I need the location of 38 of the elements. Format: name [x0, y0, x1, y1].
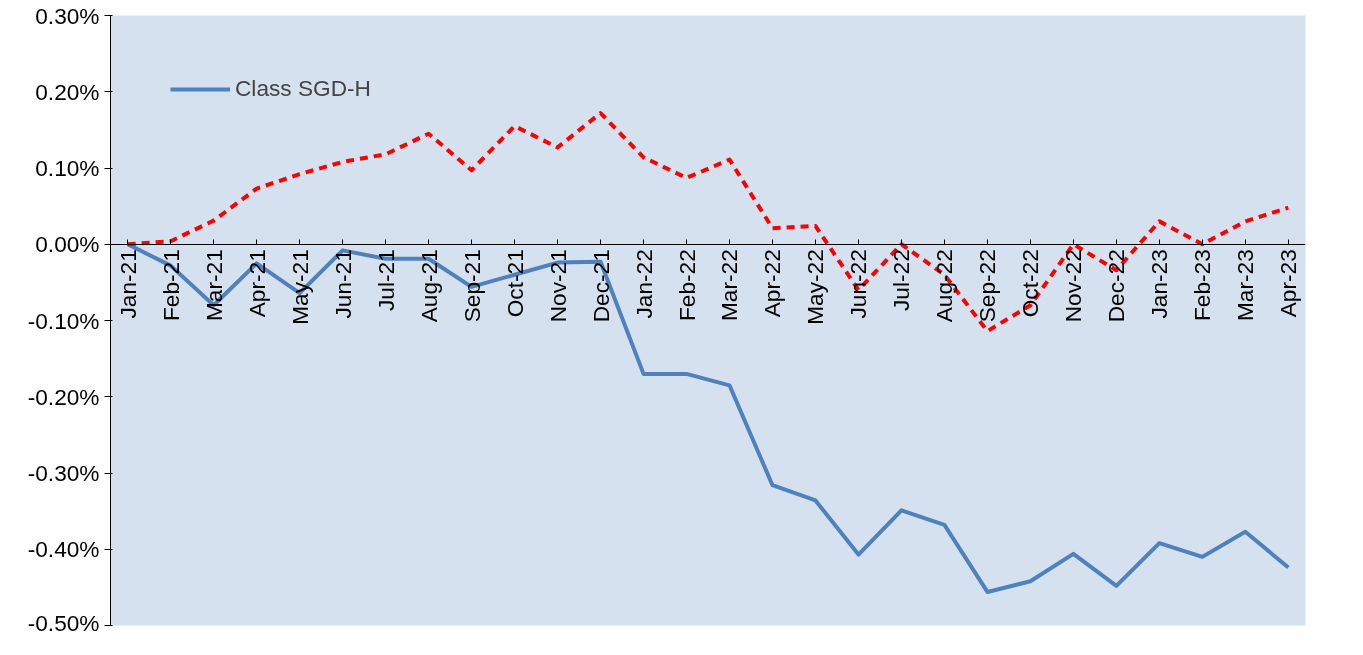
x-tick-label: Feb-22	[673, 249, 700, 322]
x-tick-label: Apr-21	[243, 249, 270, 318]
x-tick-label: Mar-21	[200, 249, 227, 322]
y-tick-label: 0.20%	[35, 78, 100, 105]
y-tick-label: -0.50%	[27, 609, 100, 636]
x-tick-label: Dec-21	[587, 249, 614, 323]
x-tick-label: Jul-22	[888, 249, 915, 311]
x-tick-label: Feb-23	[1189, 249, 1216, 322]
y-tick-label: 0.00%	[35, 231, 100, 258]
x-tick-label: Jun-22	[845, 249, 872, 319]
x-tick-label: Sep-21	[458, 249, 485, 323]
legend-label: Class SGD-H	[235, 75, 371, 102]
x-tick-label: Aug-21	[415, 249, 442, 323]
x-tick-label: Mar-22	[716, 249, 743, 322]
x-tick-label: Feb-21	[157, 249, 184, 322]
x-tick-label: Mar-23	[1232, 249, 1259, 322]
x-tick-label: May-22	[802, 249, 829, 325]
x-tick-label: Jan-22	[630, 249, 657, 319]
x-tick-label: Dec-22	[1103, 249, 1130, 323]
y-tick-label: -0.20%	[27, 383, 100, 410]
x-tick-label: Nov-22	[1060, 249, 1087, 323]
x-tick-label: Jan-23	[1146, 249, 1173, 319]
y-tick-label: -0.40%	[27, 536, 100, 563]
x-tick-label: Jul-21	[372, 249, 399, 311]
x-tick-label: Aug-22	[931, 249, 958, 323]
x-tick-label: Apr-22	[759, 249, 786, 318]
x-tick-label: Jun-21	[329, 249, 356, 319]
x-tick-label: Apr-23	[1275, 249, 1302, 318]
x-tick-label: Oct-21	[501, 249, 528, 318]
y-tick-label: -0.10%	[27, 307, 100, 334]
x-tick-label: Sep-22	[974, 249, 1001, 323]
x-tick-label: Jan-21	[114, 249, 141, 319]
y-tick-label: 0.10%	[35, 155, 100, 181]
x-tick-label: May-21	[286, 249, 313, 325]
y-tick-label: 0.30%	[35, 2, 100, 29]
x-tick-label: Nov-21	[544, 249, 571, 323]
y-tick-label: -0.30%	[27, 460, 100, 486]
x-tick-label: Oct-22	[1017, 249, 1044, 318]
